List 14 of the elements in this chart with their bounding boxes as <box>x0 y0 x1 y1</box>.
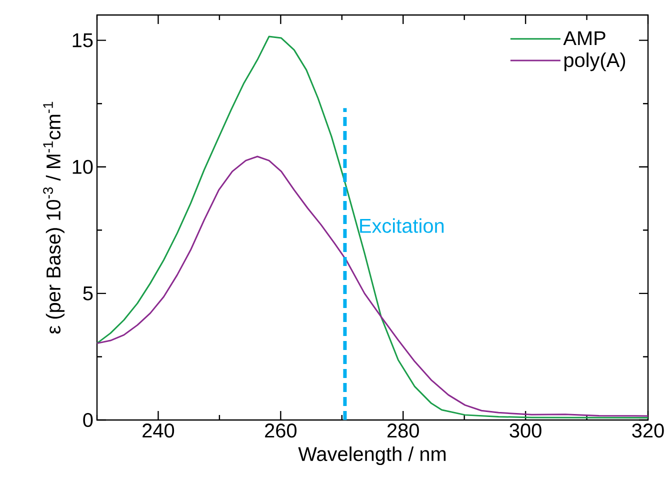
x-axis-title: Wavelength / nm <box>298 446 446 466</box>
x-tick-label: 240 <box>142 424 174 438</box>
y-tick-label: 10 <box>72 160 93 174</box>
legend-label: poly(A) <box>564 52 626 72</box>
y-tick-label: 0 <box>83 412 93 428</box>
x-tick-label: 280 <box>387 424 419 438</box>
y-axis-title: ε (per Base) 10$^{-3}$ / M$^{-1}$cm$^{-1}$ <box>43 102 64 334</box>
y-tick-label: 5 <box>83 286 93 300</box>
x-tick-label: 320 <box>632 424 664 438</box>
x-tick-label: 260 <box>265 424 296 438</box>
legend-label: AMP <box>563 31 606 46</box>
x-tick-label: 300 <box>510 424 542 438</box>
y-tick-label: 15 <box>72 33 93 48</box>
ref-line-label: Excitation <box>360 218 444 233</box>
